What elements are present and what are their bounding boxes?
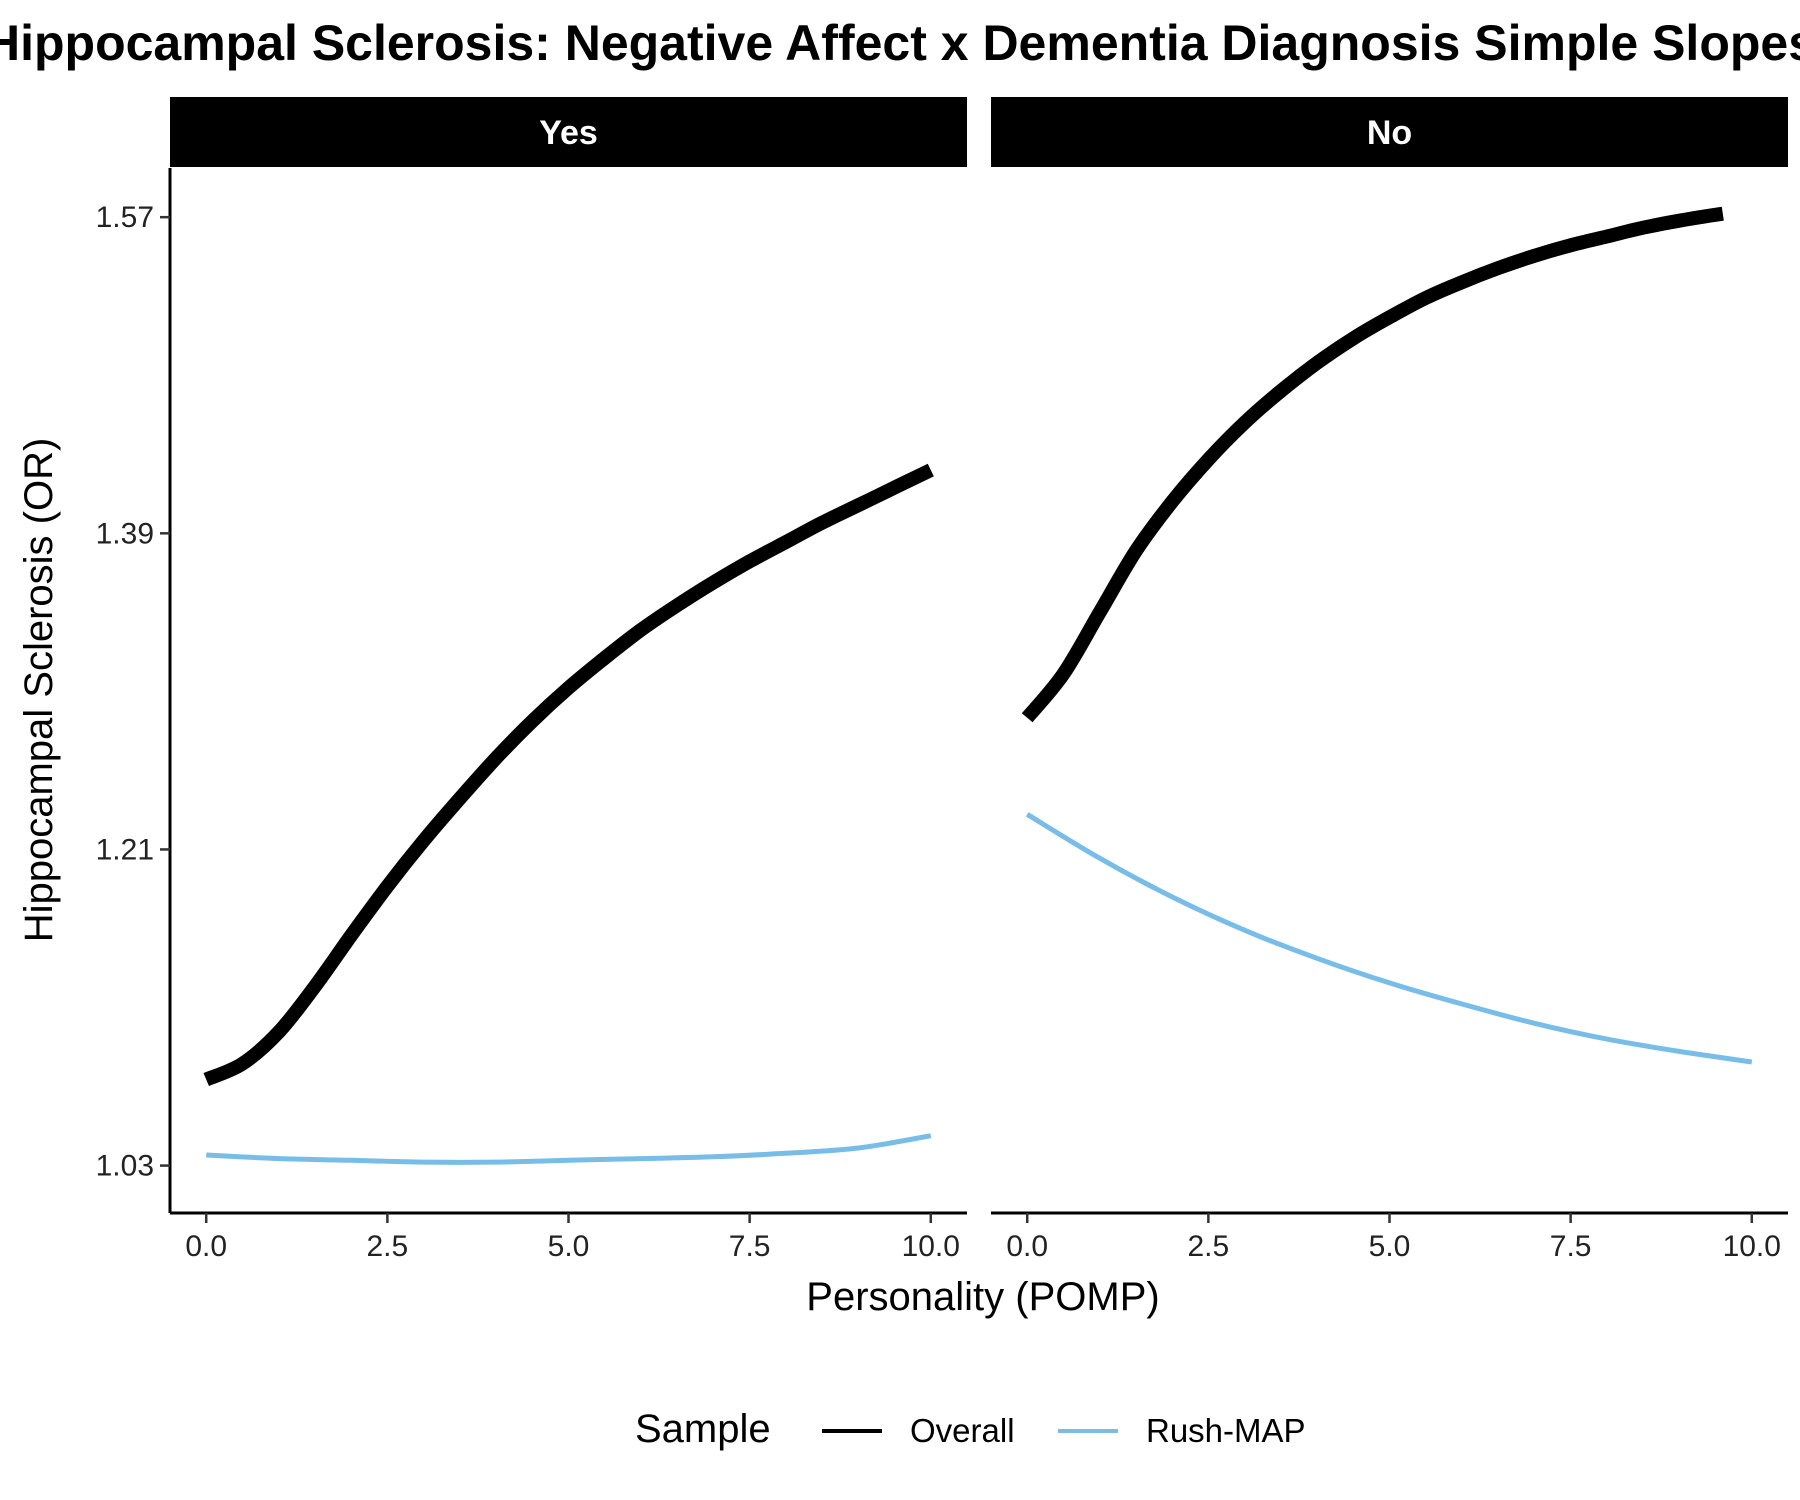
legend-title: Sample bbox=[635, 1407, 771, 1451]
x-tick-label: 7.5 bbox=[1550, 1230, 1592, 1263]
series-line-rush-map bbox=[1025, 812, 1753, 1065]
facet-panels: Yes 1.03 1.21 1.39 1.57 0.0 2.5 5.0 7.5 10.0 No 0.0… bbox=[96, 97, 1788, 1263]
facet-panel-no: No 0.0 2.5 5.0 7.5 10.0 bbox=[991, 97, 1788, 1263]
y-tick-label: 1.39 bbox=[96, 517, 154, 550]
x-tick-label: 7.5 bbox=[729, 1230, 771, 1263]
facet-strip-label: Yes bbox=[539, 114, 598, 152]
x-tick-label: 5.0 bbox=[1369, 1230, 1411, 1263]
x-axis-title: Personality (POMP) bbox=[806, 1275, 1159, 1319]
x-tick-label: 10.0 bbox=[902, 1230, 960, 1263]
x-tick-label: 2.5 bbox=[367, 1230, 409, 1263]
y-tick-label: 1.21 bbox=[96, 833, 154, 866]
series-line-overall bbox=[1021, 206, 1724, 723]
x-tick-label: 5.0 bbox=[548, 1230, 590, 1263]
x-tick-label: 10.0 bbox=[1723, 1230, 1781, 1263]
facet-strip bbox=[170, 97, 967, 167]
y-tick-label: 1.57 bbox=[96, 201, 154, 234]
x-tick-label: 0.0 bbox=[185, 1230, 227, 1263]
legend-label-overall: Overall bbox=[910, 1412, 1015, 1449]
x-tick-label: 2.5 bbox=[1188, 1230, 1230, 1263]
legend: Sample Overall Rush-MAP bbox=[635, 1407, 1306, 1451]
legend-label-rush-map: Rush-MAP bbox=[1146, 1412, 1306, 1449]
series-line-rush-map bbox=[206, 1133, 932, 1165]
facet-strip-label: No bbox=[1367, 114, 1412, 152]
y-tick-label: 1.03 bbox=[96, 1150, 154, 1183]
y-axis-title: Hippocampal Sclerosis (OR) bbox=[17, 438, 61, 943]
facet-strip bbox=[991, 97, 1788, 167]
series-line-overall bbox=[203, 463, 934, 1087]
facet-panel-yes: Yes 1.03 1.21 1.39 1.57 0.0 2.5 5.0 7.5 10.0 bbox=[96, 97, 967, 1263]
x-tick-label: 0.0 bbox=[1006, 1230, 1048, 1263]
chart-title: Hippocampal Sclerosis: Negative Affect x… bbox=[0, 15, 1800, 71]
